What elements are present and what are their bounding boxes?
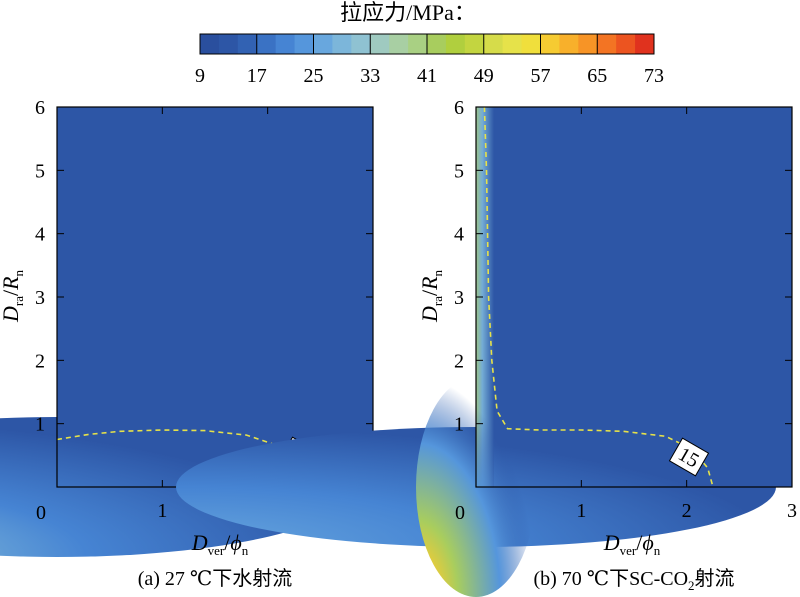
panel-b: 15 01231234560 (176, 97, 797, 597)
x-tick-label: 3 (787, 500, 797, 522)
colorbar-cell (408, 34, 428, 54)
caption-a: (a) 27 ℃下水射流 (138, 567, 293, 590)
y-tick-label: 6 (454, 97, 464, 119)
y-tick-label: 5 (454, 160, 464, 182)
contour-label-b: 15 (668, 437, 710, 477)
colorbar-cell (483, 34, 504, 54)
colorbar-cell (389, 34, 409, 54)
x-axis-label-b: Dver/ϕn (603, 530, 661, 558)
colorbar-tick-label: 65 (587, 65, 607, 87)
origin-tick-label: 0 (455, 502, 465, 524)
y-tick-label: 6 (35, 97, 45, 119)
y-tick-label: 4 (35, 224, 45, 246)
y-tick-label: 1 (454, 414, 464, 436)
x-axis-label-a: Dver/ϕn (191, 530, 249, 558)
y-tick-label: 4 (454, 224, 464, 246)
colorbar-tick-label: 33 (360, 65, 380, 87)
colorbar-cell (559, 34, 579, 54)
colorbar-cell (635, 34, 655, 54)
colorbar-tick-label: 73 (644, 65, 664, 87)
y-axis-label-a: Dra/Rn (0, 269, 26, 323)
y-axis-label-b: Dra/Rn (417, 269, 445, 323)
colorbar-cell (275, 34, 296, 54)
y-tick-label: 3 (454, 287, 464, 309)
colorbar-title: 拉应力/MPa： (340, 0, 476, 25)
colorbar-cell (218, 34, 239, 54)
colorbar-cell (200, 34, 220, 54)
colorbar-cell (332, 34, 352, 54)
colorbar-tick-label: 41 (417, 65, 437, 87)
colorbar-cell (445, 34, 466, 54)
y-tick-label: 3 (35, 287, 45, 309)
colorbar-cell (540, 34, 560, 54)
colorbar-cell (294, 34, 314, 54)
y-tick-label: 2 (35, 350, 45, 372)
colorbar-cell (502, 34, 523, 54)
colorbar-tick-label: 25 (304, 65, 324, 87)
colorbar: 拉应力/MPa： 9 17 25 33 41 49 57 65 73 (195, 0, 664, 87)
origin-tick-label: 0 (36, 502, 46, 524)
y-tick-label: 1 (35, 414, 45, 436)
colorbar-cell (237, 34, 258, 54)
contour-line-b (483, 106, 714, 488)
colorbar-cell (351, 34, 371, 54)
colorbar-cell (370, 34, 390, 54)
colorbar-tick-label: 57 (531, 65, 551, 87)
caption-b: (b) 70 ℃下SC-CO2射流 (533, 567, 734, 593)
panel-b-ticks: 01231234560 (454, 97, 797, 524)
x-tick-label: 1 (576, 500, 586, 522)
y-tick-label: 2 (454, 350, 464, 372)
colorbar-cell (427, 34, 447, 54)
colorbar-cell (521, 34, 541, 54)
x-tick-label: 2 (682, 500, 692, 522)
colorbar-cell (597, 34, 617, 54)
colorbar-cell (464, 34, 485, 54)
colorbar-cell (313, 34, 333, 54)
y-tick-label: 5 (35, 160, 45, 182)
colorbar-ticks: 9 17 25 33 41 49 57 65 73 (195, 34, 664, 87)
colorbar-tick-label: 9 (195, 65, 205, 87)
colorbar-cell (256, 34, 277, 54)
colorbar-cell (578, 34, 598, 54)
panel-b-background (476, 107, 792, 487)
colorbar-tick-label: 49 (474, 65, 494, 87)
colorbar-tick-label: 17 (247, 65, 267, 87)
colorbar-cell (616, 34, 636, 54)
x-tick-label: 1 (157, 500, 167, 522)
